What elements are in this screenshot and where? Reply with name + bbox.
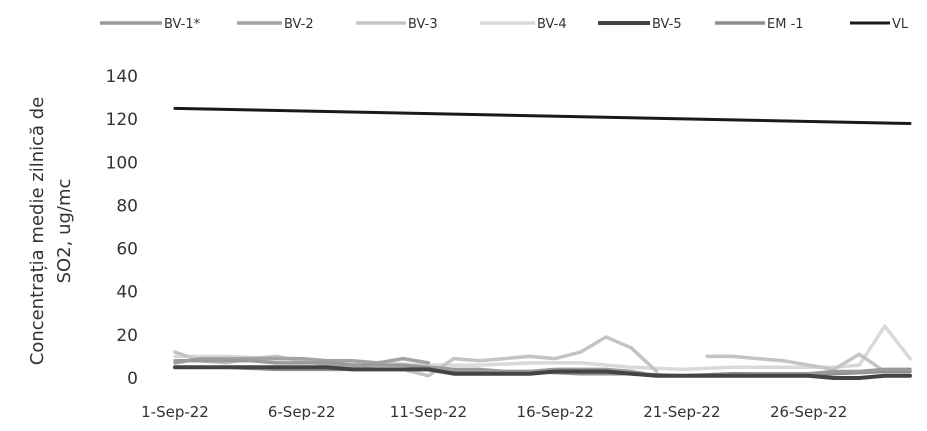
- legend-label: VL: [892, 17, 909, 32]
- legend-label: BV-3: [408, 17, 438, 32]
- legend: BV-1* BV-2 BV-3 BV-4 BV-5 EM -1 VL: [100, 17, 909, 32]
- series-line-vl: [173, 106, 912, 125]
- legend-label: BV-4: [537, 17, 567, 32]
- series-line-bv-3: [705, 352, 887, 374]
- y-tick-label: 140: [106, 67, 138, 87]
- y-tick-label: 80: [116, 196, 138, 216]
- y-axis-title: Concentrația medie zilnică de SO2, ug/mc: [27, 97, 75, 366]
- x-tick-label: 26-Sep-22: [770, 403, 847, 421]
- x-tick-label: 6-Sep-22: [268, 403, 336, 421]
- legend-label: EM -1: [767, 17, 804, 32]
- y-tick-label: 20: [116, 326, 138, 346]
- y-axis-title-line: Concentrația medie zilnică de: [27, 97, 48, 366]
- legend-label: BV-2: [284, 17, 314, 32]
- y-axis-ticks: 0 20 40 60 80 100 120 140: [106, 67, 138, 389]
- x-tick-label: 1-Sep-22: [141, 403, 209, 421]
- series-line-bv-5: [173, 365, 912, 380]
- series-lines: [173, 106, 912, 380]
- y-tick-label: 0: [127, 369, 138, 389]
- x-axis-ticks: 1-Sep-22 6-Sep-22 11-Sep-22 16-Sep-22 21-Sep…: [141, 403, 847, 421]
- y-tick-label: 100: [106, 153, 138, 173]
- y-tick-label: 60: [116, 240, 138, 260]
- legend-label: BV-5: [652, 17, 682, 32]
- y-axis-title-line: SO2, ug/mc: [54, 179, 75, 284]
- x-tick-label: 11-Sep-22: [390, 403, 467, 421]
- x-tick-label: 16-Sep-22: [517, 403, 594, 421]
- legend-label: BV-1*: [164, 17, 201, 32]
- y-tick-label: 40: [116, 283, 138, 303]
- x-tick-label: 21-Sep-22: [643, 403, 720, 421]
- series-line-bv-1: [173, 358, 912, 378]
- y-tick-label: 120: [106, 110, 138, 130]
- series-line-bv-2: [173, 356, 431, 365]
